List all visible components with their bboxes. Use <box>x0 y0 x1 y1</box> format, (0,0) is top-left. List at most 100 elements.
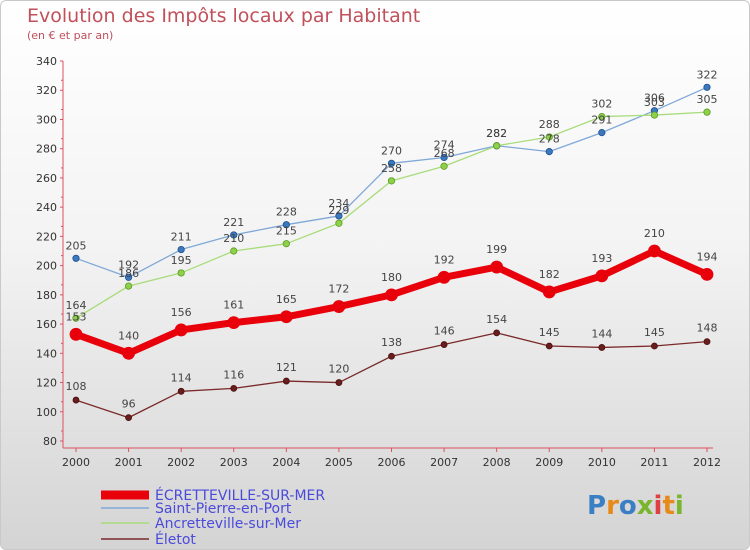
y-tick-label: 280 <box>36 143 57 156</box>
y-tick-label: 180 <box>36 289 57 302</box>
data-label-e-cretteville-sur-mer: 210 <box>644 227 665 240</box>
data-label-ancretteville-sur-mer: 305 <box>697 93 718 106</box>
x-tick-label: 2000 <box>62 456 90 469</box>
data-point-e-cretteville-sur-mer <box>279 310 293 324</box>
y-tick-label: 340 <box>36 55 57 68</box>
data-point-ancretteville-sur-mer <box>598 112 606 121</box>
data-label-e-letot: 145 <box>539 326 560 339</box>
data-point-ancretteville-sur-mer <box>124 282 133 290</box>
data-point-e-letot <box>230 384 238 392</box>
data-label-e-cretteville-sur-mer: 140 <box>118 329 139 342</box>
y-tick-label: 80 <box>43 435 57 448</box>
data-point-e-cretteville-sur-mer <box>595 269 609 283</box>
y-tick-label: 220 <box>36 230 57 243</box>
x-tick-label: 2011 <box>640 456 668 469</box>
data-label-e-letot: 96 <box>122 398 136 411</box>
data-label-saint-pierre-en-port: 192 <box>118 258 139 271</box>
data-point-ancretteville-sur-mer <box>282 240 290 248</box>
data-point-e-letot <box>493 329 501 337</box>
data-point-saint-pierre-en-port <box>177 245 185 254</box>
data-label-e-letot: 116 <box>223 368 244 381</box>
y-tick-label: 320 <box>36 84 57 97</box>
data-point-e-letot <box>177 387 185 395</box>
data-point-e-letot <box>598 344 606 351</box>
data-point-ancretteville-sur-mer <box>493 142 501 150</box>
data-label-saint-pierre-en-port: 234 <box>328 197 349 210</box>
data-label-e-cretteville-sur-mer: 182 <box>539 268 560 281</box>
data-label-e-cretteville-sur-mer: 156 <box>171 306 192 319</box>
data-label-saint-pierre-en-port: 291 <box>591 114 612 127</box>
data-point-e-cretteville-sur-mer <box>648 244 661 258</box>
y-tick-label: 120 <box>36 377 57 390</box>
data-point-ancretteville-sur-mer <box>335 219 343 227</box>
x-tick-label: 2007 <box>430 456 458 469</box>
data-label-e-cretteville-sur-mer: 192 <box>434 253 455 266</box>
data-label-e-cretteville-sur-mer: 199 <box>486 243 507 256</box>
y-tick-label: 160 <box>36 318 57 331</box>
data-point-e-letot <box>388 352 395 360</box>
data-label-e-letot: 146 <box>434 325 455 338</box>
data-point-e-letot <box>72 396 80 404</box>
x-tick-label: 2006 <box>378 456 406 469</box>
data-label-e-cretteville-sur-mer: 194 <box>697 250 718 263</box>
x-tick-label: 2005 <box>325 456 353 469</box>
data-label-ancretteville-sur-mer: 210 <box>223 232 244 245</box>
x-tick-label: 2001 <box>115 456 143 469</box>
logo-letter: r <box>606 491 619 521</box>
y-tick-label: 300 <box>36 113 57 126</box>
data-label-e-cretteville-sur-mer: 172 <box>328 283 349 296</box>
data-label-saint-pierre-en-port: 282 <box>486 127 507 140</box>
data-label-saint-pierre-en-port: 306 <box>644 92 665 105</box>
data-label-e-letot: 108 <box>66 380 87 393</box>
data-point-e-letot <box>545 342 553 350</box>
data-label-saint-pierre-en-port: 278 <box>539 133 560 146</box>
x-tick-label: 2012 <box>693 456 721 469</box>
data-point-e-letot <box>282 377 290 385</box>
y-tick-label: 200 <box>36 260 57 273</box>
data-point-saint-pierre-en-port <box>124 273 133 281</box>
y-tick-label: 140 <box>36 347 57 360</box>
legend-label: ÉCRETTEVILLE-SUR-MER <box>155 487 325 504</box>
data-label-ancretteville-sur-mer: 303 <box>644 96 665 109</box>
data-point-ancretteville-sur-mer <box>387 177 396 185</box>
data-point-e-letot <box>125 414 132 422</box>
data-point-ancretteville-sur-mer <box>703 108 711 116</box>
data-label-e-cretteville-sur-mer: 165 <box>276 293 297 306</box>
data-point-saint-pierre-en-port <box>545 148 553 156</box>
data-point-e-cretteville-sur-mer <box>174 323 188 337</box>
data-point-e-cretteville-sur-mer <box>69 327 83 341</box>
proxiti-logo: Proxiti <box>587 491 684 521</box>
data-point-e-cretteville-sur-mer <box>122 346 135 360</box>
data-label-e-letot: 148 <box>697 322 718 335</box>
x-tick-label: 2009 <box>535 456 563 469</box>
data-label-ancretteville-sur-mer: 288 <box>539 118 560 131</box>
chart-subtitle: (en € et par an) <box>27 29 114 42</box>
data-label-saint-pierre-en-port: 270 <box>381 144 402 157</box>
data-point-e-cretteville-sur-mer <box>542 285 556 299</box>
x-tick-label: 2002 <box>167 456 195 469</box>
data-label-saint-pierre-en-port: 322 <box>697 68 718 81</box>
data-point-saint-pierre-en-port <box>440 153 448 162</box>
data-point-saint-pierre-en-port <box>703 83 711 91</box>
data-point-ancretteville-sur-mer <box>72 314 80 322</box>
data-point-saint-pierre-en-port <box>335 212 343 220</box>
logo-letter: P <box>587 491 607 521</box>
data-point-ancretteville-sur-mer <box>650 111 659 119</box>
legend-label: Életot <box>155 531 196 548</box>
data-label-ancretteville-sur-mer: 258 <box>381 162 402 175</box>
data-point-e-letot <box>335 379 343 386</box>
data-point-ancretteville-sur-mer <box>177 269 185 277</box>
data-point-ancretteville-sur-mer <box>230 247 238 255</box>
data-label-e-letot: 144 <box>591 327 612 340</box>
y-tick-label: 240 <box>36 201 57 214</box>
data-label-e-cretteville-sur-mer: 180 <box>381 271 402 284</box>
data-label-e-letot: 120 <box>328 363 349 376</box>
data-point-e-letot <box>703 338 711 346</box>
data-point-saint-pierre-en-port <box>387 159 396 167</box>
data-label-ancretteville-sur-mer: 215 <box>276 225 297 238</box>
x-tick-label: 2008 <box>483 456 511 469</box>
chart-title: Evolution des Impôts locaux par Habitant <box>27 5 421 27</box>
data-label-e-cretteville-sur-mer: 161 <box>223 299 244 312</box>
